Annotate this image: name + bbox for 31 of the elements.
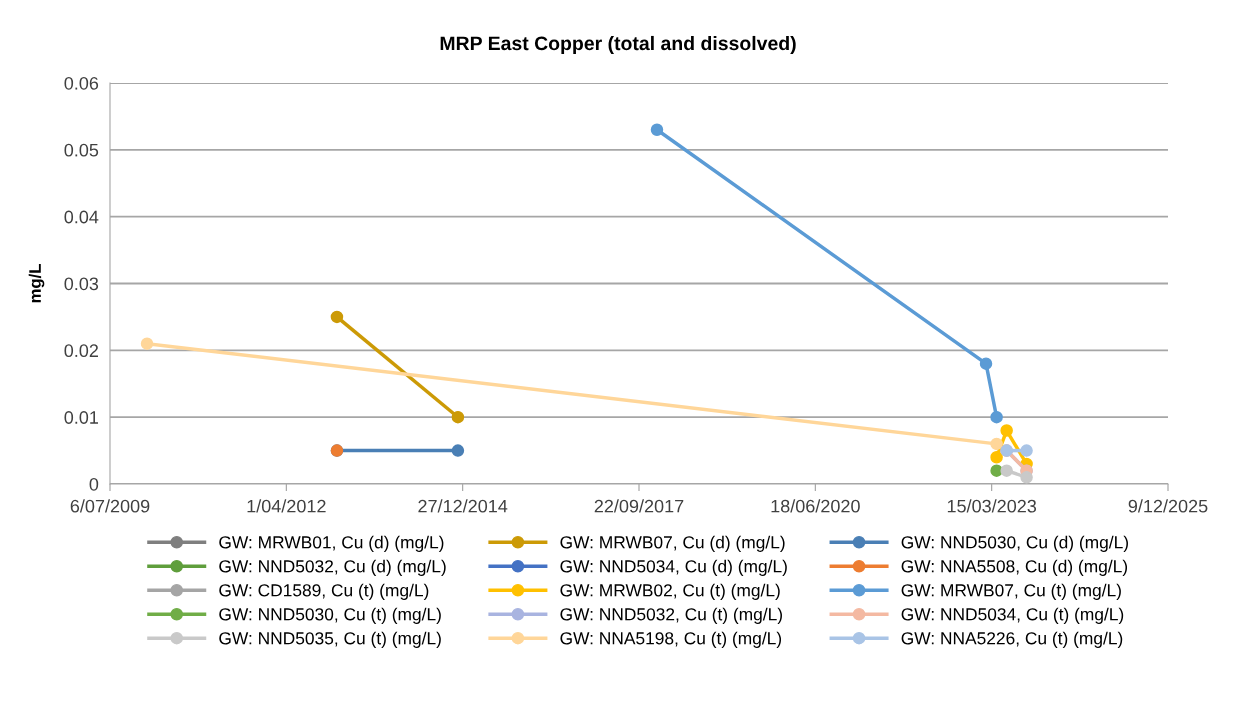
x-tick-label: 15/03/2023 [947, 499, 1037, 513]
x-tick-label: 6/07/2009 [70, 499, 150, 513]
legend-label: GW: NND5032, Cu (t) (mg/L) [560, 607, 782, 624]
legend-label: GW: NNA5226, Cu (t) (mg/L) [901, 631, 1123, 648]
legend-label: GW: NND5030, Cu (d) (mg/L) [901, 535, 1128, 552]
legend-label: GW: NND5034, Cu (d) (mg/L) [560, 559, 787, 576]
y-tick-label: 0.02 [64, 344, 98, 358]
y-tick-label: 0 [89, 477, 99, 491]
x-tick-label: 9/12/2025 [1128, 499, 1208, 513]
legend-label: GW: MRWB07, Cu (d) (mg/L) [560, 535, 785, 552]
legend-label: GW: NND5035, Cu (t) (mg/L) [219, 631, 441, 648]
legend-label: GW: MRWB01, Cu (d) (mg/L) [219, 535, 444, 552]
y-tick-label: 0.06 [64, 76, 99, 90]
x-tick-label: 27/12/2014 [418, 499, 508, 513]
y-tick-label: 0.04 [64, 210, 99, 224]
x-tick-label: 22/09/2017 [594, 499, 684, 513]
legend-label: GW: NNA5198, Cu (t) (mg/L) [560, 631, 782, 648]
x-tick-label: 1/04/2012 [247, 499, 326, 513]
legend-label: GW: MRWB02, Cu (t) (mg/L) [560, 583, 780, 600]
chart-title: MRP East Copper (total and dissolved) [440, 35, 796, 55]
legend-label: GW: NND5030, Cu (t) (mg/L) [219, 607, 441, 624]
legend-label: GW: NNA5508, Cu (d) (mg/L) [901, 559, 1128, 576]
y-tick-label: 0.03 [64, 277, 99, 291]
legend-label: GW: MRWB07, Cu (t) (mg/L) [901, 583, 1121, 600]
y-axis-title: mg/L [28, 264, 45, 303]
y-tick-label: 0.01 [64, 411, 99, 424]
x-tick-label: 18/06/2020 [771, 499, 860, 513]
y-tick-label: 0.05 [64, 143, 99, 157]
legend-label: GW: NND5032, Cu (d) (mg/L) [219, 559, 446, 576]
legend-label: GW: NND5034, Cu (t) (mg/L) [901, 607, 1124, 624]
legend-label: GW: CD1589, Cu (t) (mg/L) [219, 583, 429, 600]
